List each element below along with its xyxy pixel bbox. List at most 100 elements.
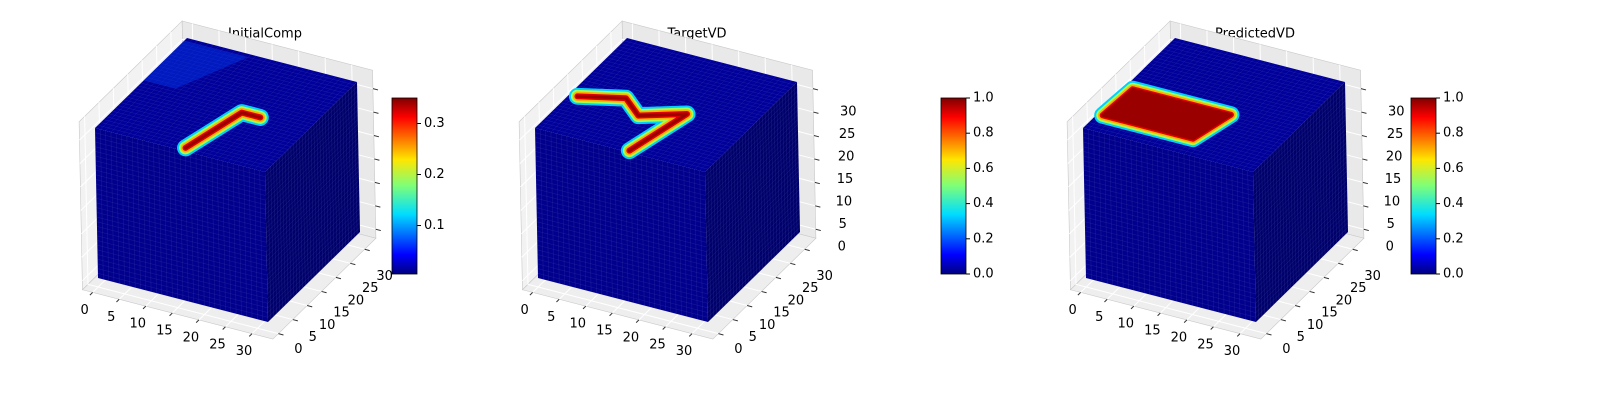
voxel-edge xyxy=(1085,194,1348,285)
voxel-edge xyxy=(97,208,360,299)
voxel-edge xyxy=(135,88,309,283)
voxel-edge xyxy=(132,91,306,286)
voxel-edge xyxy=(603,55,697,296)
colorbar-tick-label: 1.0 xyxy=(1443,91,1464,106)
voxel-edge xyxy=(535,109,798,201)
y-tick xyxy=(718,333,724,336)
voxel-edge xyxy=(598,54,691,295)
colorbar xyxy=(391,97,418,275)
voxel-edge xyxy=(138,85,312,280)
voxel-edge xyxy=(95,91,358,182)
voxel-edge xyxy=(537,227,801,318)
x-tick-label: 15 xyxy=(1144,324,1161,339)
x-tick xyxy=(635,319,640,323)
voxel-edge xyxy=(537,217,800,309)
voxel-edge xyxy=(95,124,359,215)
x-tick xyxy=(529,292,534,296)
x-tick xyxy=(1183,319,1188,323)
z-tick xyxy=(1363,228,1369,232)
voxel-edge xyxy=(103,119,277,314)
voxel-edge xyxy=(158,65,332,261)
voxel-edge xyxy=(589,74,763,269)
y-tick-label: 0 xyxy=(294,342,302,357)
voxel-edge xyxy=(97,227,361,318)
voxel-edge xyxy=(560,102,735,297)
colorbar xyxy=(1410,97,1437,275)
voxel-edge xyxy=(1083,86,1346,177)
voxel-edge xyxy=(146,77,320,272)
x-tick xyxy=(1157,312,1161,317)
voxel-edge xyxy=(1085,217,1348,309)
voxel-edge xyxy=(1084,138,1347,229)
voxel-edge xyxy=(601,63,775,258)
voxel-edge xyxy=(624,40,798,235)
x-tick-label: 25 xyxy=(1197,337,1214,352)
y-tick xyxy=(1323,276,1330,280)
voxel-edge xyxy=(651,68,745,309)
cube-side xyxy=(265,82,360,322)
z-tick xyxy=(1360,88,1367,91)
x-tick xyxy=(688,333,693,337)
colorbar-tick-label: 0.4 xyxy=(973,196,994,211)
voxel-edge xyxy=(592,71,766,266)
y-tick xyxy=(1266,333,1272,336)
voxel-edge xyxy=(672,73,766,314)
z-tick xyxy=(1362,181,1369,185)
voxel-edge xyxy=(95,119,358,210)
voxel-edge xyxy=(96,156,359,248)
voxel-edge xyxy=(1085,222,1348,313)
voxel-edge xyxy=(140,82,315,278)
voxel-edge xyxy=(545,40,638,281)
x-tick xyxy=(1077,292,1082,296)
x-tick-label: 0 xyxy=(81,303,89,318)
voxel-edge xyxy=(259,80,352,321)
voxel-edge xyxy=(536,184,800,276)
y-tick-label: 25 xyxy=(1350,281,1367,296)
voxel-edge xyxy=(1160,51,1334,247)
voxel-edge xyxy=(536,180,800,271)
voxel-edge xyxy=(583,79,758,275)
voxel-edge xyxy=(1084,184,1348,276)
voxel-edge xyxy=(169,54,343,249)
voxel-edge xyxy=(571,47,665,288)
voxel-edge xyxy=(656,69,750,310)
voxel-edge xyxy=(606,57,781,252)
voxel-edge xyxy=(137,48,230,290)
colorbar-tick-label: 1.0 xyxy=(973,91,994,106)
x-tick-label: 15 xyxy=(156,324,173,339)
voxel-edge xyxy=(1114,46,1208,287)
voxel-edge xyxy=(587,51,681,292)
voxel-edge xyxy=(1154,57,1329,252)
voxel-edge xyxy=(1125,48,1218,290)
hot-region xyxy=(184,111,262,150)
x-tick-label: 10 xyxy=(1118,317,1135,332)
z-tick xyxy=(375,205,381,208)
voxel-edge xyxy=(1084,156,1347,248)
y-tick-label: 25 xyxy=(362,281,379,296)
voxel-edge xyxy=(1083,114,1346,206)
x-tick xyxy=(1210,326,1214,330)
z-tick xyxy=(815,228,821,232)
x-tick-label: 30 xyxy=(1224,344,1241,359)
voxel-edge xyxy=(97,124,272,320)
z-tick-label: 0 xyxy=(1386,240,1394,255)
cube-side xyxy=(705,82,800,322)
voxel-edge xyxy=(1131,79,1306,275)
z-tick xyxy=(815,205,821,208)
z-tick xyxy=(1361,111,1367,114)
voxel-edge xyxy=(640,65,734,306)
y-tick xyxy=(775,276,782,280)
voxel-edge xyxy=(699,80,792,321)
voxel-edge xyxy=(1220,73,1314,314)
cube-front xyxy=(95,128,268,322)
voxel-edge xyxy=(232,73,326,314)
panel: InitialComp05101520253005101520253005101… xyxy=(78,20,445,359)
voxel-edge xyxy=(95,86,358,177)
voxel-edge xyxy=(1084,147,1347,238)
voxel-edge xyxy=(662,70,755,312)
voxel-edge xyxy=(1199,68,1293,309)
voxel-edge xyxy=(163,55,257,296)
x-tick xyxy=(195,319,200,323)
x-tick-label: 5 xyxy=(547,310,555,325)
